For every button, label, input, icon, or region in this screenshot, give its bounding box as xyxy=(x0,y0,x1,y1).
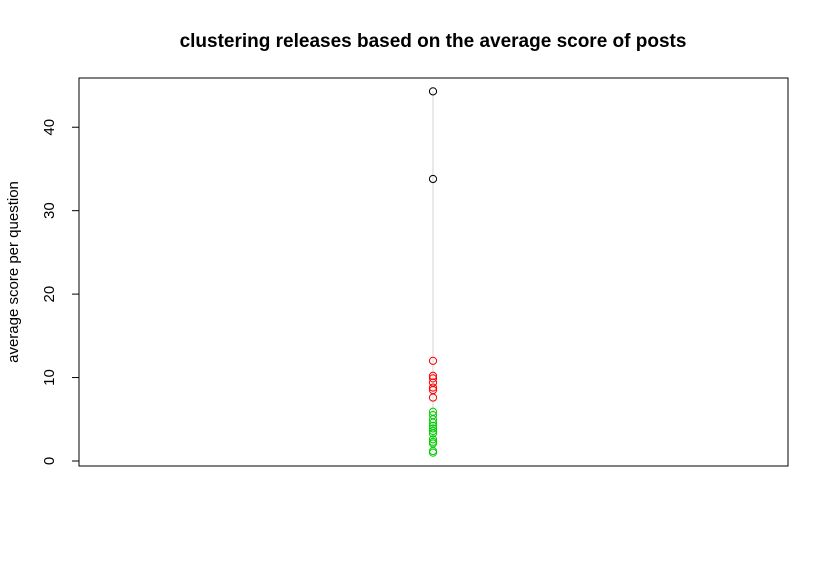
data-point xyxy=(428,415,438,424)
y-tick-label: 40 xyxy=(41,119,58,136)
chart-title: clustering releases based on the average… xyxy=(180,31,687,52)
data-points xyxy=(428,87,438,457)
data-point xyxy=(428,374,438,383)
data-point xyxy=(428,448,438,457)
y-tick-label: 30 xyxy=(41,202,58,219)
data-point xyxy=(428,356,438,365)
data-point xyxy=(428,87,438,96)
data-point xyxy=(428,371,438,380)
data-point xyxy=(428,383,438,392)
data-point xyxy=(428,435,438,444)
y-axis: 0 10 20 30 40 xyxy=(41,119,80,465)
y-tick-label: 10 xyxy=(41,369,58,386)
y-tick-label: 20 xyxy=(41,286,58,303)
y-axis-label: average score per question xyxy=(5,181,22,363)
data-point xyxy=(428,429,438,438)
y-tick-label: 0 xyxy=(41,457,58,465)
data-point xyxy=(428,418,438,427)
data-point xyxy=(428,424,438,433)
data-point xyxy=(428,426,438,436)
data-point xyxy=(428,393,438,402)
data-point xyxy=(428,174,438,184)
